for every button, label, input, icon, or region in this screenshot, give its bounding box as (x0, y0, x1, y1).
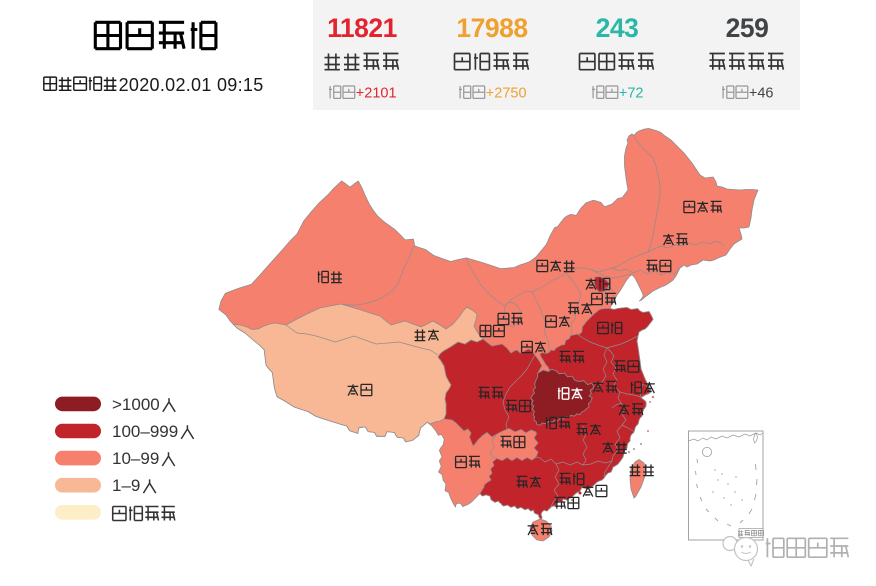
svg-text:+46: +46 (749, 86, 774, 102)
svg-text:100–999: 100–999 (112, 422, 178, 441)
svg-text:259: 259 (726, 13, 769, 43)
svg-text:+2101: +2101 (356, 86, 397, 102)
svg-text:2020.02.01 09:15: 2020.02.01 09:15 (119, 75, 264, 95)
svg-text:+72: +72 (619, 86, 644, 102)
svg-text:>1000: >1000 (112, 395, 160, 414)
svg-text:10–99: 10–99 (112, 449, 159, 468)
svg-text:1–9: 1–9 (112, 476, 140, 495)
svg-text:243: 243 (596, 13, 639, 43)
svg-text:17988: 17988 (456, 13, 527, 43)
svg-text:11821: 11821 (327, 13, 397, 43)
svg-text:+2750: +2750 (486, 86, 527, 102)
